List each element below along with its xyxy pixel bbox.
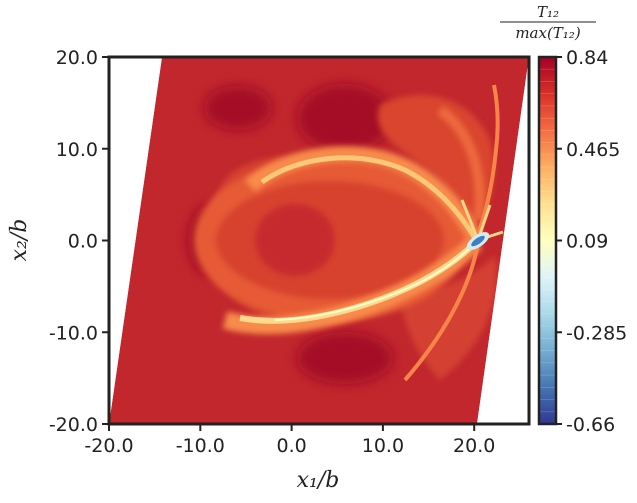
band-upper xyxy=(260,155,479,242)
light-zone-core xyxy=(255,204,335,276)
x-axis-ticks: -20.0 -10.0 0.0 10.0 20.0 xyxy=(84,424,495,457)
colorbar-tick-label: 0.09 xyxy=(566,231,608,253)
colorbar-tick-label: -0.285 xyxy=(566,322,627,344)
singular-point xyxy=(466,232,490,250)
colorbar-tick-label: -0.66 xyxy=(566,414,615,436)
colorbar-tick-label: 0.84 xyxy=(566,47,608,69)
x-axis-label: x₁/b xyxy=(297,468,340,493)
x-tick-label: -10.0 xyxy=(176,435,225,457)
y-tick-label: 0.0 xyxy=(68,231,98,253)
colorbar-bands xyxy=(539,68,556,413)
x-tick-label: -20.0 xyxy=(84,435,133,457)
dark-patch-top-left xyxy=(204,86,272,130)
x-tick-label: 0.0 xyxy=(276,435,306,457)
light-zone-right-arc xyxy=(437,105,485,221)
colorbar-title-numerator: T₁₂ xyxy=(537,3,559,21)
band-right-spike-up xyxy=(474,84,500,241)
y-tick-label: -20.0 xyxy=(49,414,98,436)
y-tick-label: -10.0 xyxy=(49,322,98,344)
band-right-spike-down xyxy=(403,242,480,382)
y-axis-label: x₂/b xyxy=(7,219,32,262)
dark-patch-bottom-center xyxy=(297,332,393,384)
y-tick-label: 10.0 xyxy=(56,139,98,161)
contour-field xyxy=(109,57,529,424)
y-axis-ticks: 20.0 10.0 0.0 -10.0 -20.0 xyxy=(49,47,109,436)
colorbar-title-denominator: max(T₁₂) xyxy=(515,24,581,42)
dark-patch-top-center xyxy=(297,84,393,152)
colorbar-ticks: 0.84 0.465 0.09 -0.285 -0.66 xyxy=(556,47,627,436)
colorbar-gradient xyxy=(539,57,556,424)
mid-region-central xyxy=(210,156,470,322)
bright-band xyxy=(222,84,504,382)
colorbar-tick-label: 0.465 xyxy=(566,139,620,161)
y-tick-label: 20.0 xyxy=(56,47,98,69)
x-tick-label: 10.0 xyxy=(362,435,404,457)
band-fan-1 xyxy=(460,199,480,241)
band-lower-core xyxy=(274,241,477,321)
colorbar: 0.84 0.465 0.09 -0.285 -0.66 T₁₂ max(T₁₂) xyxy=(500,3,627,436)
x-tick-label: 20.0 xyxy=(453,435,495,457)
singular-core xyxy=(471,235,485,247)
